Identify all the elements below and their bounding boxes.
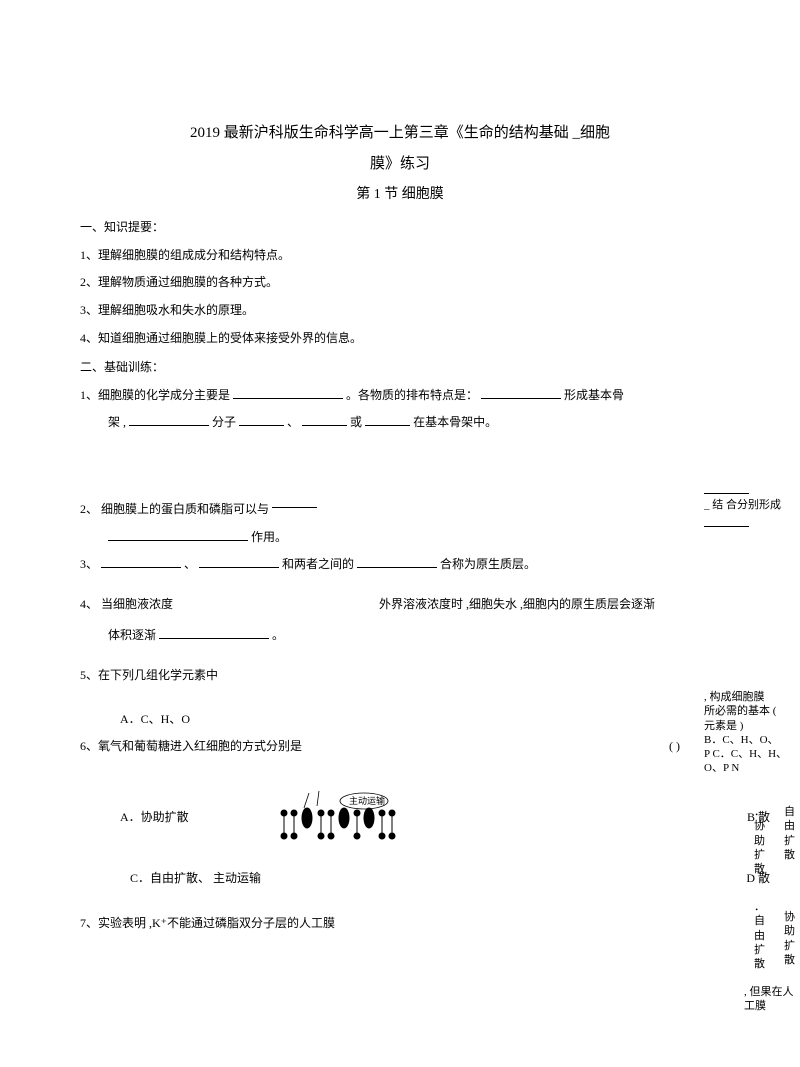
q5-a: 5、在下列几组化学元素中 xyxy=(80,668,218,682)
q1-d: 架 , xyxy=(108,415,126,429)
q6-B: B 散 xyxy=(747,807,770,829)
q6-sideB2: 自由扩散 xyxy=(784,806,795,861)
q5-line2: A．C、H、O xyxy=(80,709,720,731)
q1-blank4 xyxy=(239,412,284,426)
s1-item-4: 4、知道细胞通过细胞膜上的受体来接受外界的信息。 xyxy=(80,328,720,350)
q5-optB: B．C、H、O、 xyxy=(704,734,779,746)
q6-dot2: ． xyxy=(754,901,765,913)
q6-paren: ( ) xyxy=(669,736,680,758)
q1-e: 分子 xyxy=(212,415,239,429)
q5-optD: O、P N xyxy=(704,762,739,774)
q3-blank2 xyxy=(199,554,279,568)
q5-side3: 元素是 xyxy=(704,720,737,732)
q2-blank2 xyxy=(108,527,248,541)
q5-side2: 所必需的基本 xyxy=(704,705,770,717)
q4-line1: 4、 当细胞液浓度 外界溶液浓度时 ,细胞失水 ,细胞内的原生质层会逐渐 xyxy=(80,594,720,616)
q1-a: 1、细胞膜的化学成分主要是 xyxy=(80,388,230,402)
q5-side1: , 构成细胞膜 xyxy=(704,691,765,703)
q7-a: 7、实验表明 ,K⁺不能通过磷脂双分子层的人工膜 xyxy=(80,916,335,930)
q2-line1: 2、 细胞膜上的蛋白质和磷脂可以与 xyxy=(80,494,720,521)
q6-line1: 6、氧气和葡萄糖进入红细胞的方式分别是 ( ) xyxy=(80,736,720,758)
q2-line2: 作用。 xyxy=(80,527,720,549)
q6-sideC2: 协助扩散 xyxy=(784,911,795,966)
q5-optB2: P C．C、H、H、 xyxy=(704,748,787,760)
q7-side: , 但果在人工膜 xyxy=(744,985,794,1014)
q1-line1: 1、细胞膜的化学成分主要是 。各物质的排布特点是： 形成基本骨 xyxy=(80,385,720,407)
q6-sideC: 自由扩散 xyxy=(754,915,765,970)
q2-side-text: _ 结 合分别形成 xyxy=(704,499,781,511)
membrane-diagram: 主动运输 xyxy=(249,788,429,848)
q3-b: 、 xyxy=(184,557,196,571)
q3-a: 3、 xyxy=(80,557,98,571)
q3-line: 3、 、 和两者之间的 合称为原生质层。 xyxy=(80,554,720,576)
q6-row-a: A．协助扩散 主动运输 xyxy=(80,788,720,848)
q1-blank6 xyxy=(365,412,410,426)
q3-blank1 xyxy=(101,554,181,568)
section1-heading: 一、知识提要： xyxy=(80,217,720,239)
q4-line2: 体积逐渐 。 xyxy=(80,625,720,647)
q2-blank1 xyxy=(272,494,317,508)
q4-a: 4、 当细胞液浓度 xyxy=(80,597,173,611)
q2-b: 作用。 xyxy=(251,530,287,544)
q2-a: 2、 细胞膜上的蛋白质和磷脂可以与 xyxy=(80,502,269,516)
q3-blank3 xyxy=(357,554,437,568)
s1-item-1: 1、理解细胞膜的组成成分和结构特点。 xyxy=(80,245,720,267)
q7-side-text: , 但果在人工膜 xyxy=(744,986,794,1012)
title-line-1: 2019 最新沪科版生命科学高一上第三章《生命的结构基础 _细胞 xyxy=(80,120,720,147)
q4-d: 。 xyxy=(272,628,284,642)
q3-c: 和两者之间的 xyxy=(282,557,357,571)
q6-D: D 散 xyxy=(746,868,770,890)
q5-side-paren-open: ( xyxy=(773,705,777,717)
q3-d: 合称为原生质层。 xyxy=(440,557,536,571)
s1-item-3: 3、理解细胞吸水和失水的原理。 xyxy=(80,300,720,322)
section2-heading: 二、基础训练： xyxy=(80,357,720,379)
q1-blank1 xyxy=(233,385,343,399)
q1-f: 、 xyxy=(287,415,299,429)
q6-row-c: C．自由扩散、 主动运输 D 散 xyxy=(80,868,720,890)
q1-blank2 xyxy=(481,385,561,399)
s1-item-2: 2、理解物质通过细胞膜的各种方式。 xyxy=(80,272,720,294)
q1-g: 或 xyxy=(350,415,362,429)
q4-b: 外界溶液浓度时 ,细胞失水 ,细胞内的原生质层会逐渐 xyxy=(379,597,655,611)
q5-optA: A．C、H、O xyxy=(120,712,190,726)
q2-side-blank2 xyxy=(704,513,749,527)
q6-side-b2: 自由扩散 xyxy=(784,805,800,862)
q1-b: 。各物质的排布特点是： xyxy=(346,388,478,402)
q1-line2: 架 , 分子 、 或 在基本骨架中。 xyxy=(80,412,720,434)
q1-h: 在基本骨架中。 xyxy=(413,415,497,429)
q4-c: 体积逐渐 xyxy=(108,628,156,642)
q6-side-c2: 协助扩散 xyxy=(784,910,800,967)
q5-side: , 构成细胞膜 所必需的基本 ( 元素是 ) B．C、H、O、 P C．C、H、… xyxy=(704,690,794,776)
diagram-label: 主动运输 xyxy=(349,795,385,806)
q6-a: 6、氧气和葡萄糖进入红细胞的方式分别是 xyxy=(80,739,302,753)
q1-blank5 xyxy=(302,412,347,426)
q5-side-paren-close: ) xyxy=(740,720,744,732)
q2-side-blank1 xyxy=(704,480,749,494)
q7-line: 7、实验表明 ,K⁺不能通过磷脂双分子层的人工膜 xyxy=(80,913,720,935)
q1-c: 形成基本骨 xyxy=(564,388,624,402)
q1-blank3 xyxy=(129,412,209,426)
q6-optC: C．自由扩散、 主动运输 xyxy=(130,871,261,885)
subtitle: 第 1 节 细胞膜 xyxy=(80,182,720,207)
q6-optA: A．协助扩散 xyxy=(120,807,189,829)
title-line-2: 膜》练习 xyxy=(80,151,720,178)
q2-side-note: _ 结 合分别形成 xyxy=(704,480,794,531)
q4-blank1 xyxy=(159,625,269,639)
q5-line1: 5、在下列几组化学元素中 xyxy=(80,665,720,687)
